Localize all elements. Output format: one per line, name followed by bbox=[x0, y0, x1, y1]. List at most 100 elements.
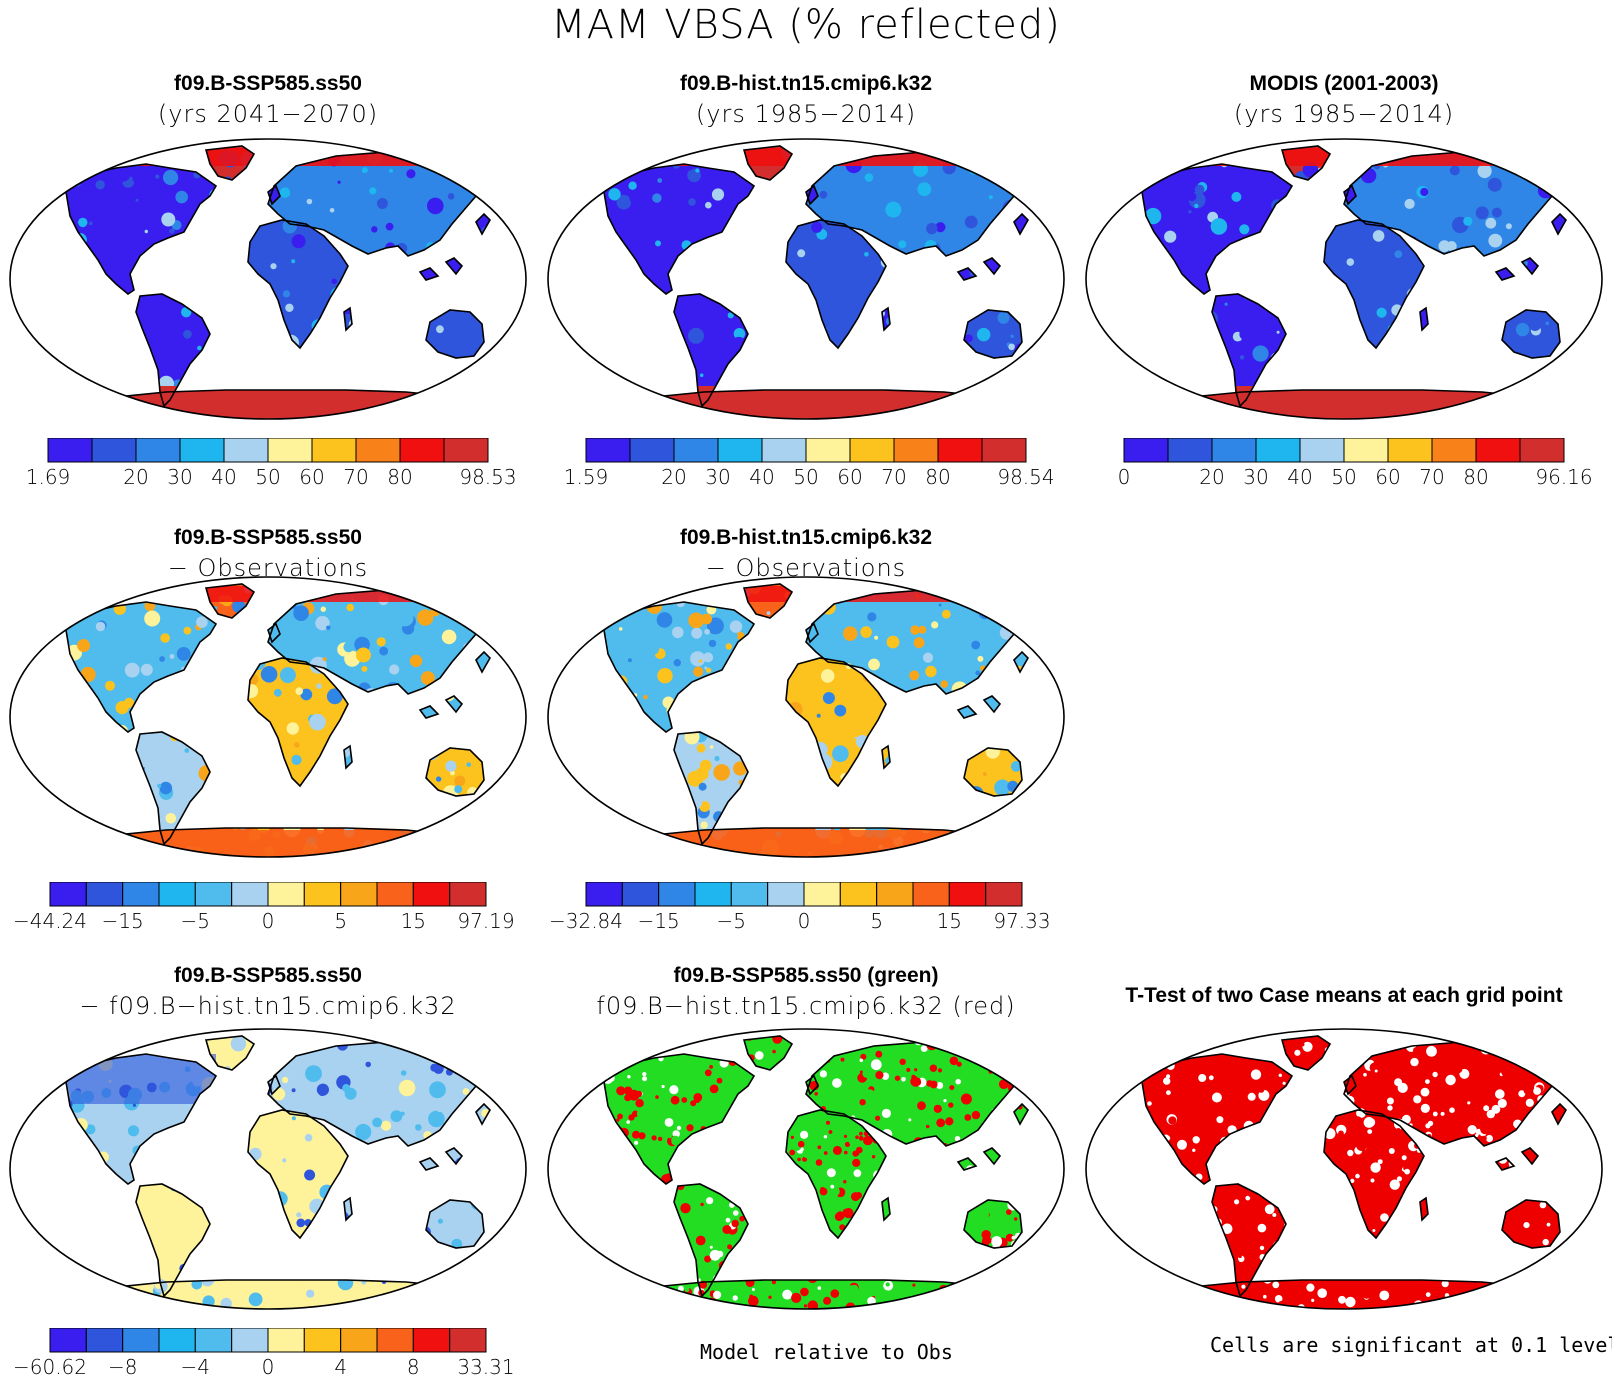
panel-subtitle: − f09.B−hist.tn15.cmip6.k32 bbox=[79, 992, 457, 1020]
panel-subtitle: (yrs 2041−2070) bbox=[157, 100, 379, 128]
colorbar-tick-label: 60 bbox=[1375, 465, 1400, 489]
colorbar-tick-label: 1.59 bbox=[564, 465, 609, 489]
land-southAmerica bbox=[136, 732, 210, 844]
land-greenland bbox=[744, 1036, 792, 1070]
colorbar-box bbox=[1123, 438, 1169, 463]
colorbar-box bbox=[311, 438, 357, 463]
land-australia bbox=[426, 1200, 484, 1248]
world-map bbox=[547, 138, 1065, 420]
colorbar-box bbox=[1343, 438, 1389, 463]
land-southAmerica bbox=[674, 1184, 748, 1296]
land-islandsC bbox=[1032, 344, 1044, 362]
land-africa bbox=[248, 658, 348, 786]
panel-title: f09.B-SSP585.ss50 bbox=[174, 964, 362, 987]
colorbar-tick-label: 8 bbox=[407, 1355, 420, 1379]
panel-observations: MODIS (2001-2003) (yrs 1985−2014) 0 20 30 4… bbox=[1076, 72, 1612, 492]
colorbar-box bbox=[1255, 438, 1301, 463]
colorbar-tick-label: −5 bbox=[181, 909, 210, 933]
colorbar-box bbox=[1167, 438, 1213, 463]
colorbar-box bbox=[267, 1328, 305, 1353]
colorbar: 1.69 20 30 40 50 60 70 80 98.53 bbox=[26, 438, 516, 489]
land-southAmerica bbox=[674, 294, 748, 406]
map-border bbox=[547, 576, 1065, 858]
colorbar-tick-label: 20 bbox=[1199, 465, 1224, 489]
colorbar-box bbox=[981, 438, 1027, 463]
colorbar-tick-label: 60 bbox=[299, 465, 324, 489]
colorbar-tick-label: −15 bbox=[638, 909, 680, 933]
colorbar-box bbox=[376, 882, 414, 907]
colorbar-tick-label: 0 bbox=[1118, 465, 1131, 489]
land-islandsC bbox=[494, 782, 506, 800]
colorbar-box bbox=[912, 882, 950, 907]
colorbar-box bbox=[122, 882, 160, 907]
land-southAmerica bbox=[1212, 294, 1286, 406]
colorbar-box bbox=[303, 882, 342, 907]
colorbar-box bbox=[985, 882, 1023, 907]
colorbar-tick-label: 60 bbox=[837, 465, 862, 489]
colorbar-box bbox=[658, 882, 696, 907]
colorbar-tick-label: 30 bbox=[1243, 465, 1268, 489]
colorbar-box bbox=[179, 438, 225, 463]
land-africa bbox=[248, 220, 348, 348]
colorbar-box bbox=[355, 438, 401, 463]
colorbar-box bbox=[585, 438, 631, 463]
colorbar-box bbox=[585, 882, 623, 907]
figure-title: MAM VBSA (% reflected) bbox=[551, 2, 1061, 48]
colorbar-box bbox=[231, 882, 269, 907]
colorbar-tick-label: 5 bbox=[334, 909, 347, 933]
map-border bbox=[547, 138, 1065, 420]
colorbar-tick-label: −8 bbox=[108, 1355, 137, 1379]
colorbar-box bbox=[803, 882, 841, 907]
colorbar-box bbox=[449, 1328, 487, 1353]
land-northAmerica bbox=[66, 602, 216, 732]
land-australia bbox=[426, 748, 484, 796]
colorbar-box bbox=[948, 882, 987, 907]
panel-title: T-Test of two Case means at each grid po… bbox=[1125, 984, 1563, 1007]
land-southAmerica bbox=[136, 1184, 210, 1296]
land-islandsC bbox=[494, 344, 506, 362]
colorbar-box bbox=[223, 438, 269, 463]
colorbar-box bbox=[876, 882, 914, 907]
colorbar: 0 20 30 40 50 60 70 80 96.16 bbox=[1118, 438, 1592, 489]
colorbar-tick-label: −32.84 bbox=[549, 909, 623, 933]
world-map bbox=[9, 138, 527, 420]
colorbar-box bbox=[1211, 438, 1257, 463]
colorbar-tick-label: 97.19 bbox=[457, 909, 514, 933]
colorbar: −60.62 −8 −4 0 4 8 33.31 bbox=[13, 1328, 515, 1379]
colorbar-box bbox=[1387, 438, 1433, 463]
colorbar-box bbox=[340, 1328, 378, 1353]
colorbar-box bbox=[673, 438, 719, 463]
land-islandsC bbox=[1570, 1234, 1582, 1252]
colorbar-tick-label: 80 bbox=[387, 465, 412, 489]
colorbar-tick-label: 98.54 bbox=[997, 465, 1054, 489]
panel-title: MODIS (2001-2003) bbox=[1249, 72, 1439, 95]
colorbar-tick-label: 50 bbox=[1331, 465, 1356, 489]
colorbar-box bbox=[621, 882, 660, 907]
colorbar-tick-label: 80 bbox=[1463, 465, 1488, 489]
colorbar-box bbox=[1475, 438, 1521, 463]
colorbar-box bbox=[122, 1328, 160, 1353]
panel-title: f09.B-SSP585.ss50 bbox=[174, 72, 362, 95]
panel-subtitle: f09.B−hist.tn15.cmip6.k32 (red) bbox=[596, 992, 1016, 1020]
colorbar-tick-label: 30 bbox=[705, 465, 730, 489]
world-map bbox=[9, 576, 527, 858]
colorbar-box bbox=[267, 882, 305, 907]
map-border bbox=[9, 138, 527, 420]
colorbar-box bbox=[49, 882, 87, 907]
colorbar-tick-label: 0 bbox=[262, 1355, 275, 1379]
colorbar-tick-label: 50 bbox=[793, 465, 818, 489]
colorbar-box bbox=[340, 882, 378, 907]
colorbar-box bbox=[412, 882, 451, 907]
colorbar-box bbox=[1299, 438, 1345, 463]
colorbar-box bbox=[85, 1328, 124, 1353]
colorbar-box bbox=[449, 882, 487, 907]
land-islandsC bbox=[1032, 782, 1044, 800]
panel-case1-minus-obs: f09.B-SSP585.ss50 − Observations −44.24−… bbox=[0, 526, 536, 946]
colorbar-tick-label: 70 bbox=[1419, 465, 1444, 489]
colorbar-box bbox=[85, 882, 124, 907]
colorbar: 1.59 20 30 40 50 60 70 80 98.54 bbox=[564, 438, 1054, 489]
colorbar-box bbox=[694, 882, 732, 907]
panel-title: f09.B-SSP585.ss50 (green) bbox=[673, 964, 939, 987]
land-islandsC bbox=[1032, 1234, 1044, 1252]
colorbar-box bbox=[303, 1328, 342, 1353]
